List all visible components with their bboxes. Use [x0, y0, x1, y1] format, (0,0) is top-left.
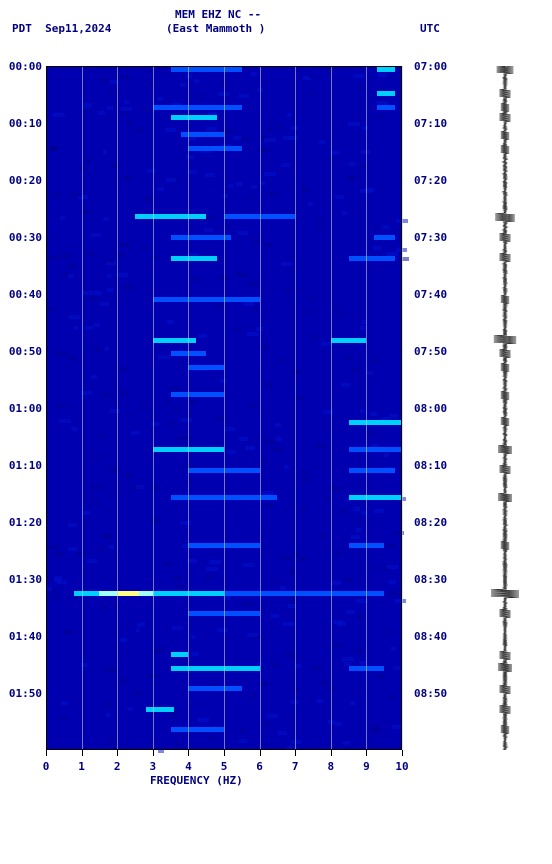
x-tick-label: 4	[178, 760, 198, 773]
y-left-tick-label: 00:10	[2, 117, 42, 130]
x-tick-label: 9	[356, 760, 376, 773]
tz-left: PDT	[12, 22, 32, 35]
y-right-tick-label: 07:10	[414, 117, 447, 130]
y-right-tick-label: 08:40	[414, 630, 447, 643]
date-text: Sep11,2024	[45, 22, 111, 35]
y-right-tick-label: 07:40	[414, 288, 447, 301]
x-axis-title: FREQUENCY (HZ)	[150, 774, 243, 787]
y-right-tick-label: 07:30	[414, 231, 447, 244]
x-tick-label: 1	[72, 760, 92, 773]
x-tick-label: 6	[250, 760, 270, 773]
y-left-tick-label: 01:40	[2, 630, 42, 643]
spectrogram-plot	[46, 66, 402, 750]
x-tick-label: 5	[214, 760, 234, 773]
y-right-tick-label: 07:50	[414, 345, 447, 358]
y-left-tick-label: 00:30	[2, 231, 42, 244]
x-tick-label: 2	[107, 760, 127, 773]
y-right-tick-label: 08:10	[414, 459, 447, 472]
y-right-tick-label: 08:00	[414, 402, 447, 415]
y-left-tick-label: 01:20	[2, 516, 42, 529]
station-title: MEM EHZ NC --	[175, 8, 261, 21]
y-left-tick-label: 01:10	[2, 459, 42, 472]
y-right-tick-label: 07:00	[414, 60, 447, 73]
y-left-tick-label: 01:00	[2, 402, 42, 415]
waveform-trace	[490, 66, 520, 750]
tz-right: UTC	[420, 22, 440, 35]
x-tick-label: 10	[392, 760, 412, 773]
x-tick-label: 8	[321, 760, 341, 773]
y-left-tick-label: 00:00	[2, 60, 42, 73]
y-right-tick-label: 08:30	[414, 573, 447, 586]
y-right-tick-label: 08:20	[414, 516, 447, 529]
x-tick-label: 3	[143, 760, 163, 773]
station-subtitle: (East Mammoth )	[166, 22, 265, 35]
x-tick-label: 0	[36, 760, 56, 773]
y-left-tick-label: 00:20	[2, 174, 42, 187]
spectrogram-background	[46, 66, 402, 750]
date-tz-left: PDT Sep11,2024	[12, 22, 111, 35]
y-right-tick-label: 07:20	[414, 174, 447, 187]
y-left-tick-label: 01:50	[2, 687, 42, 700]
y-left-tick-label: 00:50	[2, 345, 42, 358]
y-right-tick-label: 08:50	[414, 687, 447, 700]
x-tick-label: 7	[285, 760, 305, 773]
y-left-tick-label: 01:30	[2, 573, 42, 586]
y-left-tick-label: 00:40	[2, 288, 42, 301]
